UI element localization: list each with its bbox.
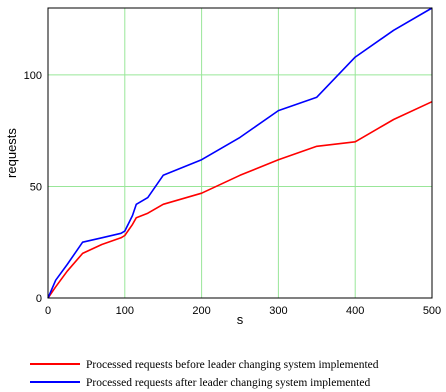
y-tick-label: 100 bbox=[24, 70, 42, 82]
series-line-2 bbox=[47, 7, 433, 299]
legend-label-2: Processed requests after leader changing… bbox=[86, 377, 370, 389]
x-tick-label: 200 bbox=[192, 305, 210, 317]
x-tick-label: 400 bbox=[346, 305, 364, 317]
y-axis-label: requests bbox=[4, 128, 19, 178]
x-tick-label: 0 bbox=[45, 305, 51, 317]
y-tick-label: 0 bbox=[36, 293, 42, 305]
x-axis-label: s bbox=[237, 312, 244, 327]
legend-label-1: Processed requests before leader changin… bbox=[86, 359, 379, 371]
series-line-1 bbox=[47, 100, 433, 299]
x-tick-label: 100 bbox=[116, 305, 134, 317]
series-lines bbox=[47, 7, 433, 299]
plot-frame bbox=[47, 7, 433, 299]
tick-labels: 0 100 200 300 400 500 0 50 100 bbox=[24, 70, 442, 317]
legend: Processed requests before leader changin… bbox=[30, 359, 379, 389]
x-tick-label: 300 bbox=[269, 305, 287, 317]
y-tick-label: 50 bbox=[30, 181, 42, 193]
x-tick-label: 500 bbox=[423, 305, 441, 317]
grid-lines bbox=[48, 8, 432, 298]
